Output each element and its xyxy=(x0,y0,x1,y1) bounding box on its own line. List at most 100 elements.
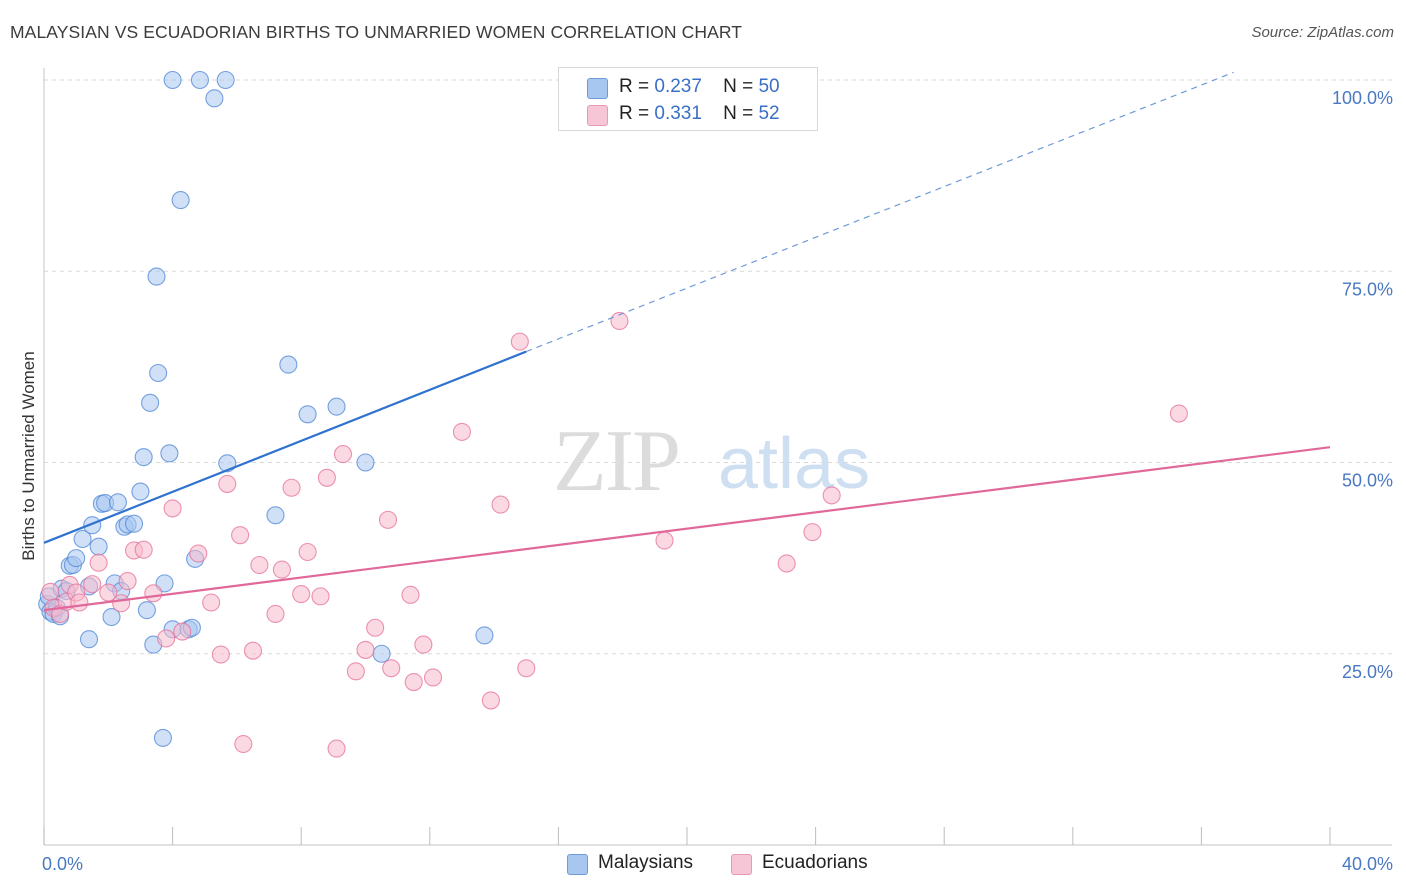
ecuadorian-point xyxy=(112,594,131,613)
ecuadorian-point xyxy=(401,585,420,604)
y-tick-label: 50.0% xyxy=(1342,471,1393,491)
malaysian-trend-extension xyxy=(526,71,1234,353)
watermark-zip: ZIP xyxy=(553,413,679,510)
malaysians-swatch xyxy=(587,78,608,99)
ecuadorian-point xyxy=(292,585,311,604)
ecuadorian-point xyxy=(491,495,510,514)
malaysians-swatch xyxy=(567,854,588,875)
malaysian-point xyxy=(137,601,156,620)
malaysian-point xyxy=(279,355,298,374)
ecuadorian-point xyxy=(272,560,291,579)
ecuadorian-point xyxy=(382,659,401,678)
malaysian-point xyxy=(153,728,173,747)
ecuadorian-point xyxy=(173,622,192,641)
ecuadorian-point xyxy=(298,542,317,562)
ecuadorian-point xyxy=(510,332,529,351)
ecuadorian-point xyxy=(134,540,153,559)
ecuadorian-point xyxy=(404,673,423,692)
malaysian-point xyxy=(79,630,99,649)
ecuadorian-point xyxy=(655,531,674,550)
ecuadorian-point xyxy=(234,734,253,754)
series-ecuadorians xyxy=(41,311,1188,758)
malaysian-point xyxy=(149,363,168,383)
ecuadorian-point xyxy=(189,544,208,563)
malaysian-point xyxy=(147,267,166,286)
malaysian-point xyxy=(160,444,179,463)
ecuadorian-point xyxy=(327,739,346,758)
bottom-legend-label: Malaysians xyxy=(598,852,694,873)
y-axis-title: Births to Unmarried Women xyxy=(19,351,38,560)
malaysian-point xyxy=(356,453,375,472)
y-tick-label: 75.0% xyxy=(1342,279,1393,299)
y-tick-label: 100.0% xyxy=(1332,88,1393,108)
malaysian-point xyxy=(163,70,182,90)
malaysian-point xyxy=(131,482,150,501)
ecuadorian-point xyxy=(163,499,182,518)
ecuadorian-point xyxy=(333,445,353,464)
ecuadorian-point xyxy=(157,629,176,648)
malaysian-point xyxy=(89,537,108,556)
malaysian-point xyxy=(216,70,235,90)
ecuadorian-point xyxy=(452,422,472,441)
malaysian-point xyxy=(124,514,144,533)
ecuadorian-point xyxy=(231,526,250,545)
ecuadorian-point xyxy=(282,478,301,497)
ecuadorian-point xyxy=(610,311,629,331)
ecuadorian-point xyxy=(378,510,398,529)
x-tick-label: 40.0% xyxy=(1342,854,1393,874)
legend-n-label: N = xyxy=(723,103,754,124)
ecuadorian-point xyxy=(481,691,500,710)
ecuadorian-point xyxy=(822,486,841,505)
malaysian-point xyxy=(205,89,224,108)
malaysian-point xyxy=(266,506,285,525)
ecuadorian-point xyxy=(366,618,385,637)
ecuadorian-point xyxy=(803,523,822,542)
ecuadorian-point xyxy=(70,593,89,612)
malaysian-point xyxy=(141,393,160,412)
malaysian-point xyxy=(475,626,494,645)
ecuadorian-point xyxy=(250,555,269,575)
legend-r-label: R = xyxy=(619,103,650,124)
ecuadorian-point xyxy=(1169,404,1188,423)
malaysian-point xyxy=(327,397,346,416)
ecuadorian-point xyxy=(317,468,336,487)
ecuadorian-point xyxy=(211,645,230,664)
ecuadorian-point xyxy=(202,593,221,612)
ecuadorian-point xyxy=(83,575,102,594)
ecuadorian-point xyxy=(414,635,433,654)
ecuadorian-trend-line xyxy=(43,446,1331,612)
malaysian-point xyxy=(298,405,317,424)
ecuadorian-point xyxy=(89,553,108,572)
legend-n-value: 50 xyxy=(758,76,780,97)
ecuadorian-point xyxy=(218,474,237,493)
malaysian-point xyxy=(73,529,92,549)
ecuadorian-point xyxy=(118,572,137,591)
legend-n-label: N = xyxy=(723,76,754,97)
x-tick-label: 0.0% xyxy=(42,854,83,874)
ecuadorian-point xyxy=(144,584,163,603)
chart-title: MALAYSIAN VS ECUADORIAN BIRTHS TO UNMARR… xyxy=(10,22,743,42)
ecuadorian-point xyxy=(517,659,536,678)
ecuadorian-point xyxy=(243,641,263,660)
ecuadorians-swatch xyxy=(731,854,752,875)
source-credit: Source: ZipAtlas.com xyxy=(1251,24,1394,41)
legend-n-value: 52 xyxy=(758,103,780,124)
ecuadorian-point xyxy=(423,668,443,687)
legend-r-value: 0.331 xyxy=(654,103,702,124)
ecuadorian-point xyxy=(777,554,796,573)
bottom-legend-label: Ecuadorians xyxy=(762,852,868,873)
watermark-atlas: atlas xyxy=(718,424,870,504)
ecuadorian-point xyxy=(266,604,285,624)
malaysian-point xyxy=(171,191,190,210)
malaysian-point xyxy=(67,549,86,568)
malaysian-point xyxy=(134,448,153,467)
correlation-legend: R = 0.237 N = 50 R = 0.331 N = 52 xyxy=(558,67,818,131)
legend-r-label: R = xyxy=(619,76,650,97)
ecuadorians-swatch xyxy=(587,105,608,126)
malaysian-trend-line xyxy=(43,350,527,544)
y-tick-label: 25.0% xyxy=(1342,662,1393,682)
ecuadorian-point xyxy=(356,640,375,659)
ecuadorian-point xyxy=(311,587,330,606)
legend-r-value: 0.237 xyxy=(654,76,702,97)
